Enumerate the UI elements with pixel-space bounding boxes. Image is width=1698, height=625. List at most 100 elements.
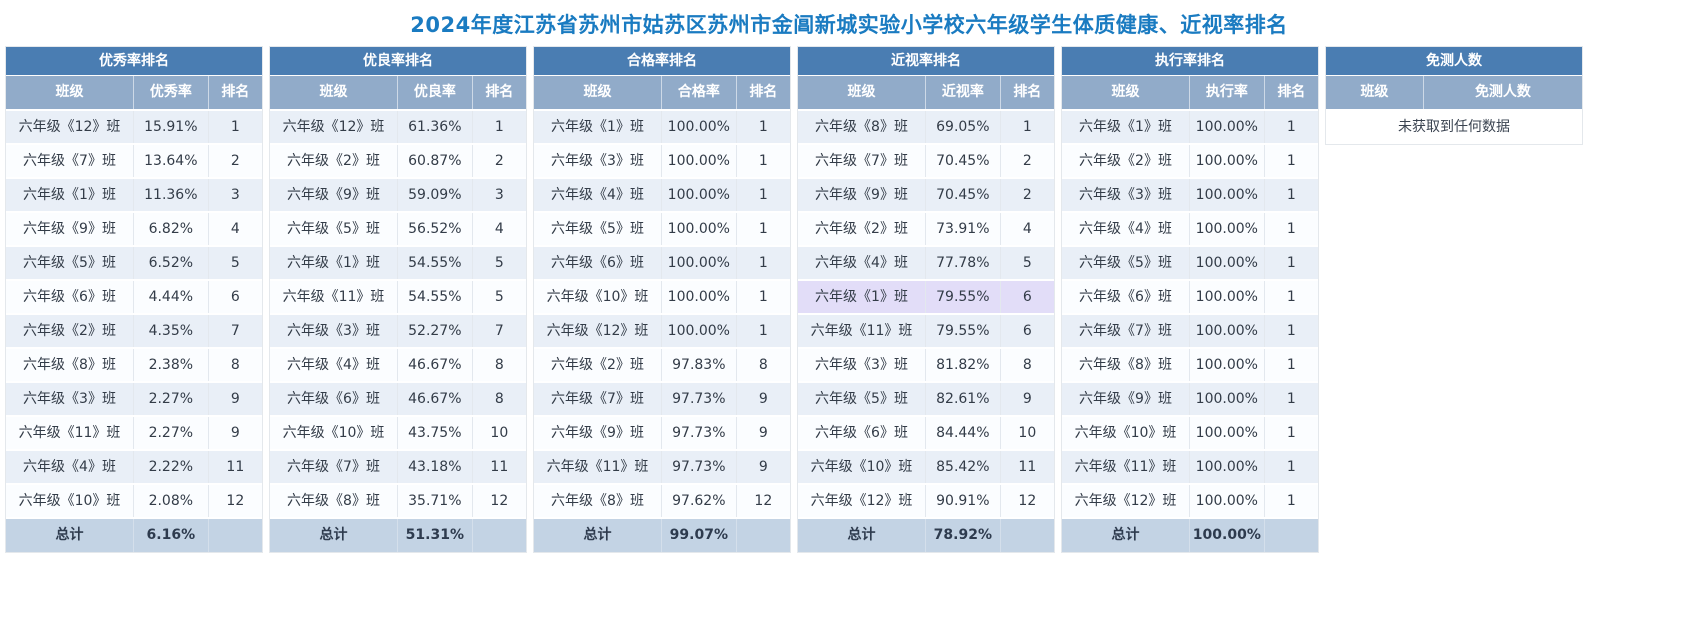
- table-row[interactable]: 六年级《11》班 79.55% 6: [798, 315, 1054, 349]
- rank-cell: 9: [735, 417, 790, 449]
- table-row[interactable]: 六年级《6》班 46.67% 8: [270, 383, 526, 417]
- table-row[interactable]: 六年级《4》班 100.00% 1: [534, 179, 790, 213]
- table-row[interactable]: 六年级《4》班 100.00% 1: [1062, 213, 1318, 247]
- class-cell: 六年级《4》班: [287, 357, 380, 373]
- table-row[interactable]: 六年级《12》班 61.36% 1: [270, 111, 526, 145]
- class-cell: 六年级《10》班: [18, 493, 121, 509]
- table-row[interactable]: 六年级《10》班 100.00% 1: [1062, 417, 1318, 451]
- table-row[interactable]: 六年级《2》班 100.00% 1: [1062, 145, 1318, 179]
- table-row[interactable]: 六年级《1》班 11.36% 3: [6, 179, 262, 213]
- rank-cell: 1: [1263, 451, 1318, 483]
- class-cell: 六年级《8》班: [551, 493, 644, 509]
- table-row[interactable]: 六年级《10》班 85.42% 11: [798, 451, 1054, 485]
- table-row[interactable]: 六年级《7》班 100.00% 1: [1062, 315, 1318, 349]
- table-row[interactable]: 六年级《4》班 77.78% 5: [798, 247, 1054, 281]
- value-cell: 43.18%: [397, 451, 472, 483]
- table-row[interactable]: 六年级《11》班 100.00% 1: [1062, 451, 1318, 485]
- table-row[interactable]: 六年级《5》班 6.52% 5: [6, 247, 262, 281]
- value-cell: 100.00%: [661, 247, 736, 279]
- table-row[interactable]: 六年级《9》班 100.00% 1: [1062, 383, 1318, 417]
- table-column-headers: 班级 合格率 排名: [534, 76, 790, 111]
- value-cell: 97.73%: [661, 451, 736, 483]
- table-row[interactable]: 六年级《4》班 2.22% 11: [6, 451, 262, 485]
- table-row[interactable]: 六年级《2》班 60.87% 2: [270, 145, 526, 179]
- table-total-row: 总计 51.31%: [270, 519, 526, 552]
- class-cell: 六年级《3》班: [287, 323, 380, 339]
- table-row[interactable]: 六年级《1》班 100.00% 1: [1062, 111, 1318, 145]
- table-title: 优秀率排名: [6, 47, 262, 76]
- table-row[interactable]: 六年级《12》班 15.91% 1: [6, 111, 262, 145]
- table-row[interactable]: 六年级《10》班 2.08% 12: [6, 485, 262, 519]
- value-cell: 60.87%: [397, 145, 472, 177]
- class-cell: 六年级《5》班: [23, 255, 116, 271]
- table-row[interactable]: 六年级《9》班 70.45% 2: [798, 179, 1054, 213]
- table-row[interactable]: 六年级《7》班 97.73% 9: [534, 383, 790, 417]
- table-row[interactable]: 六年级《3》班 2.27% 9: [6, 383, 262, 417]
- class-cell: 六年级《6》班: [287, 391, 380, 407]
- value-cell: 2.08%: [133, 485, 208, 517]
- column-header: 班级: [1111, 84, 1140, 100]
- value-cell: 85.42%: [925, 451, 1000, 483]
- table-row[interactable]: 六年级《3》班 100.00% 1: [534, 145, 790, 179]
- table-row[interactable]: 六年级《9》班 59.09% 3: [270, 179, 526, 213]
- table-row[interactable]: 六年级《7》班 13.64% 2: [6, 145, 262, 179]
- table-body: 六年级《12》班 15.91% 1 六年级《7》班 13.64% 2 六年级《1》班 11.3…: [6, 111, 262, 552]
- class-cell: 六年级《4》班: [815, 255, 908, 271]
- table-row[interactable]: 六年级《7》班 43.18% 11: [270, 451, 526, 485]
- table-row[interactable]: 六年级《3》班 100.00% 1: [1062, 179, 1318, 213]
- class-cell: 六年级《3》班: [815, 357, 908, 373]
- value-cell: 77.78%: [925, 247, 1000, 279]
- table-row[interactable]: 六年级《3》班 52.27% 7: [270, 315, 526, 349]
- table-row[interactable]: 六年级《9》班 6.82% 4: [6, 213, 262, 247]
- column-header: 近视率: [925, 76, 1000, 109]
- table-row[interactable]: 六年级《10》班 100.00% 1: [534, 281, 790, 315]
- table-row[interactable]: 六年级《11》班 54.55% 5: [270, 281, 526, 315]
- table-title: 合格率排名: [534, 47, 790, 76]
- table-row[interactable]: 六年级《12》班 100.00% 1: [1062, 485, 1318, 519]
- rank-cell: 8: [471, 349, 526, 381]
- table-row[interactable]: 六年级《1》班 79.55% 6: [798, 281, 1054, 315]
- rank-cell: 8: [471, 383, 526, 415]
- table-row[interactable]: 六年级《5》班 100.00% 1: [1062, 247, 1318, 281]
- table-row[interactable]: 六年级《11》班 2.27% 9: [6, 417, 262, 451]
- table-row[interactable]: 六年级《1》班 54.55% 5: [270, 247, 526, 281]
- rank-cell: 10: [999, 417, 1054, 449]
- total-label: 总计: [583, 527, 612, 543]
- table-body: 六年级《12》班 61.36% 1 六年级《2》班 60.87% 2 六年级《9》班 59.0…: [270, 111, 526, 552]
- table-row[interactable]: 六年级《1》班 100.00% 1: [534, 111, 790, 145]
- total-rank: [471, 519, 526, 552]
- class-cell: 六年级《2》班: [551, 357, 644, 373]
- table-row[interactable]: 六年级《6》班 4.44% 6: [6, 281, 262, 315]
- total-value: 78.92%: [925, 519, 1000, 552]
- table-row[interactable]: 六年级《4》班 46.67% 8: [270, 349, 526, 383]
- table-row[interactable]: 六年级《11》班 97.73% 9: [534, 451, 790, 485]
- table-row[interactable]: 六年级《8》班 69.05% 1: [798, 111, 1054, 145]
- table-row[interactable]: 六年级《12》班 100.00% 1: [534, 315, 790, 349]
- rank-cell: 6: [999, 281, 1054, 313]
- value-cell: 100.00%: [1189, 145, 1264, 177]
- class-cell: 六年级《1》班: [551, 119, 644, 135]
- table-row[interactable]: 六年级《10》班 43.75% 10: [270, 417, 526, 451]
- table-row[interactable]: 六年级《5》班 56.52% 4: [270, 213, 526, 247]
- total-rank: [999, 519, 1054, 552]
- table-row[interactable]: 六年级《6》班 100.00% 1: [534, 247, 790, 281]
- table-row[interactable]: 六年级《6》班 84.44% 10: [798, 417, 1054, 451]
- table-row[interactable]: 六年级《8》班 97.62% 12: [534, 485, 790, 519]
- value-cell: 35.71%: [397, 485, 472, 517]
- table-row[interactable]: 六年级《8》班 35.71% 12: [270, 485, 526, 519]
- table-row[interactable]: 六年级《3》班 81.82% 8: [798, 349, 1054, 383]
- table-row[interactable]: 六年级《5》班 100.00% 1: [534, 213, 790, 247]
- table-row[interactable]: 六年级《5》班 82.61% 9: [798, 383, 1054, 417]
- table-row[interactable]: 六年级《9》班 97.73% 9: [534, 417, 790, 451]
- table-row[interactable]: 六年级《8》班 100.00% 1: [1062, 349, 1318, 383]
- value-cell: 82.61%: [925, 383, 1000, 415]
- value-cell: 100.00%: [1189, 315, 1264, 347]
- table-row[interactable]: 六年级《8》班 2.38% 8: [6, 349, 262, 383]
- table-row[interactable]: 六年级《2》班 97.83% 8: [534, 349, 790, 383]
- table-row[interactable]: 六年级《12》班 90.91% 12: [798, 485, 1054, 519]
- class-cell: 六年级《3》班: [1079, 187, 1172, 203]
- table-row[interactable]: 六年级《2》班 4.35% 7: [6, 315, 262, 349]
- table-row[interactable]: 六年级《7》班 70.45% 2: [798, 145, 1054, 179]
- table-row[interactable]: 六年级《6》班 100.00% 1: [1062, 281, 1318, 315]
- table-row[interactable]: 六年级《2》班 73.91% 4: [798, 213, 1054, 247]
